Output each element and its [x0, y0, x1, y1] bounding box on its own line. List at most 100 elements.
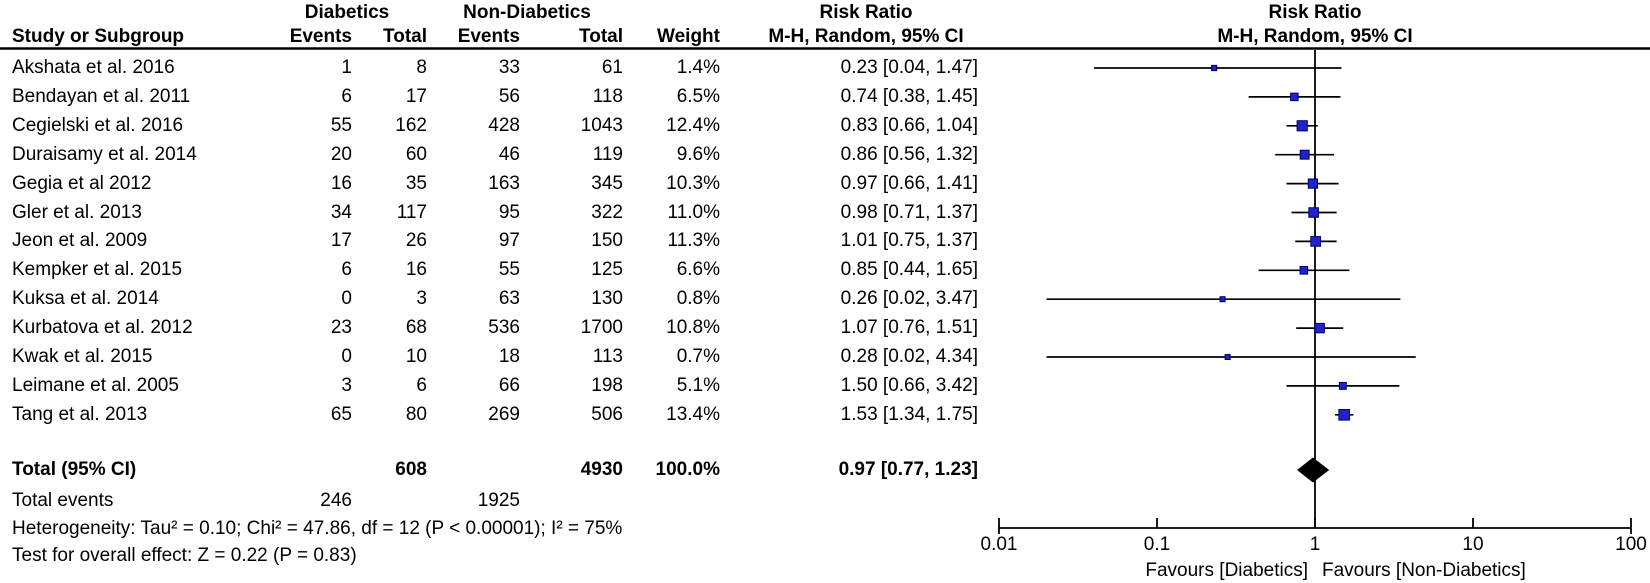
study-nd-total: 61	[601, 57, 623, 78]
study-d-total: 60	[405, 143, 427, 165]
study-name: Leimane et al. 2005	[12, 374, 179, 396]
study-rr-ci: 0.97 [0.66, 1.41]	[840, 172, 978, 194]
study-nd-total: 1700	[580, 317, 623, 339]
total-weight: 100.0%	[655, 459, 720, 480]
study-nd-events: 428	[488, 114, 520, 136]
study-name: Bendayan et al. 2011	[12, 85, 191, 107]
favours-left-label: Favours [Diabetics]	[1145, 560, 1308, 581]
study-weight: 12.4%	[666, 114, 720, 136]
study-nd-events: 55	[498, 259, 520, 281]
study-rr-ci: 1.07 [0.76, 1.51]	[840, 317, 978, 339]
study-nd-total: 198	[591, 374, 623, 396]
col-risk-ratio-text: Risk Ratio	[819, 2, 913, 23]
col-method-text: M-H, Random, 95% CI	[768, 26, 964, 47]
study-nd-events: 33	[498, 57, 520, 78]
study-nd-total: 1043	[580, 114, 623, 136]
study-rr-ci: 1.53 [1.34, 1.75]	[840, 403, 978, 425]
total-rr-ci: 0.97 [0.77, 1.23]	[838, 459, 978, 480]
study-d-events: 0	[341, 346, 352, 367]
col-group-non-diabetics: Non-Diabetics	[463, 2, 591, 23]
study-name: Kurbatova et al. 2012	[12, 317, 193, 339]
study-name: Kempker et al. 2015	[12, 259, 183, 281]
effect-marker	[1296, 120, 1308, 132]
effect-marker	[1224, 354, 1231, 360]
effect-marker	[1299, 149, 1310, 160]
study-weight: 13.4%	[666, 403, 720, 425]
effect-marker	[1310, 236, 1322, 247]
study-d-events: 16	[330, 172, 352, 194]
study-d-events: 65	[330, 403, 352, 425]
study-rr-ci: 0.85 [0.44, 1.65]	[840, 259, 978, 281]
effect-marker	[1211, 64, 1218, 72]
study-name: Kwak et al. 2015	[12, 346, 153, 367]
total-events-d: 246	[320, 490, 352, 511]
study-rr-ci: 0.74 [0.38, 1.45]	[840, 85, 978, 107]
effect-marker	[1307, 178, 1319, 189]
study-d-events: 1	[341, 57, 352, 78]
heterogeneity-stat: Heterogeneity: Tau² = 0.10; Chi² = 47.86…	[12, 518, 623, 539]
study-weight: 10.3%	[666, 172, 720, 194]
effect-marker	[1308, 207, 1319, 218]
study-rr-ci: 1.50 [0.66, 3.42]	[840, 374, 978, 396]
study-nd-total: 345	[591, 172, 623, 194]
x-axis-tick-label: 1	[1309, 534, 1321, 555]
study-weight: 0.8%	[676, 288, 720, 310]
study-rr-ci: 0.86 [0.56, 1.32]	[840, 143, 978, 165]
study-nd-total: 119	[592, 143, 623, 165]
col-total-diabetics: Total	[383, 26, 427, 47]
study-nd-total: 113	[592, 346, 623, 367]
study-d-events: 6	[341, 85, 352, 107]
col-study-or-subgroup: Study or Subgroup	[12, 26, 185, 47]
effect-marker	[1314, 322, 1325, 334]
study-name: Gegia et al 2012	[12, 172, 152, 194]
study-nd-total: 125	[591, 259, 623, 281]
col-events-non-diabetics: Events	[457, 26, 520, 47]
study-nd-total: 130	[591, 288, 623, 310]
study-nd-events: 95	[498, 201, 520, 223]
effect-marker	[1290, 92, 1299, 102]
study-weight: 9.6%	[676, 143, 720, 165]
col-risk-ratio-plot: Risk Ratio	[1268, 2, 1362, 23]
study-rr-ci: 0.83 [0.66, 1.04]	[840, 114, 978, 136]
effect-marker	[1299, 266, 1309, 275]
study-nd-events: 66	[498, 374, 520, 396]
study-d-total: 26	[405, 230, 427, 252]
study-nd-total: 150	[591, 230, 623, 252]
study-d-total: 6	[416, 374, 427, 396]
study-name: Gler et al. 2013	[12, 201, 142, 223]
total-events-label: Total events	[12, 490, 114, 511]
study-d-total: 17	[405, 85, 427, 107]
study-nd-events: 18	[498, 346, 520, 367]
study-d-total: 8	[416, 57, 427, 78]
study-weight: 11.3%	[667, 230, 720, 252]
study-weight: 5.1%	[676, 374, 720, 396]
col-weight: Weight	[657, 26, 720, 47]
study-name: Akshata et al. 2016	[12, 57, 175, 78]
study-rr-ci: 0.23 [0.04, 1.47]	[840, 57, 978, 78]
study-nd-events: 63	[498, 288, 520, 310]
summary-diamond	[1297, 457, 1330, 483]
col-method-plot: M-H, Random, 95% CI	[1217, 26, 1413, 47]
total-events-nd: 1925	[477, 490, 520, 511]
study-d-events: 20	[330, 143, 352, 165]
study-d-events: 17	[330, 230, 352, 252]
study-d-events: 3	[341, 374, 352, 396]
study-name: Duraisamy et al. 2014	[12, 143, 197, 165]
study-name: Cegielski et al. 2016	[12, 114, 184, 136]
effect-marker	[1338, 381, 1347, 390]
study-d-total: 35	[405, 172, 427, 194]
study-d-total: 117	[396, 201, 427, 223]
study-nd-events: 56	[498, 85, 520, 107]
study-nd-events: 269	[488, 403, 520, 425]
x-axis-tick-label: 10	[1462, 534, 1484, 555]
study-name: Jeon et al. 2009	[12, 230, 148, 252]
x-axis-tick-label: 0.1	[1143, 534, 1171, 555]
favours-right-label: Favours [Non-Diabetics]	[1322, 560, 1526, 581]
study-name: Kuksa et al. 2014	[12, 288, 159, 310]
study-rr-ci: 1.01 [0.75, 1.37]	[840, 230, 978, 252]
study-d-events: 23	[330, 317, 352, 339]
study-nd-total: 118	[592, 85, 623, 107]
study-weight: 10.8%	[666, 317, 720, 339]
